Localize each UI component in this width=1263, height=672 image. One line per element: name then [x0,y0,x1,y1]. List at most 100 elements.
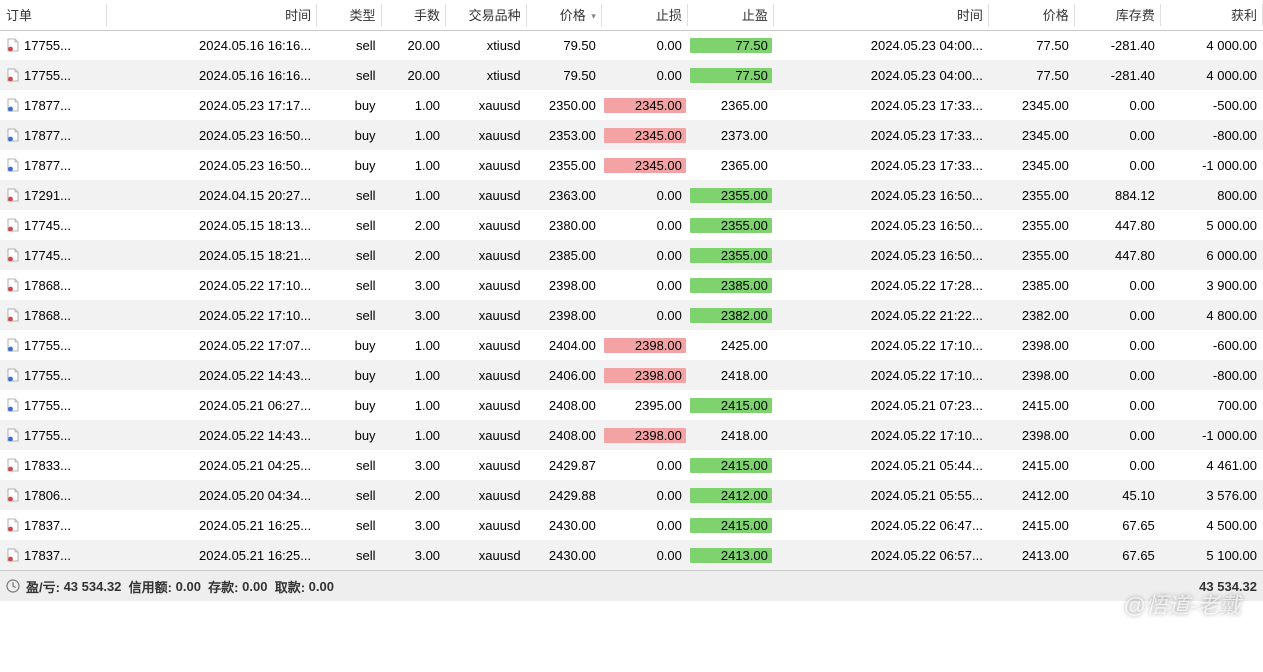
cell-price: 2350.00 [527,90,602,120]
cell-symbol: xauusd [446,420,527,450]
col-order[interactable]: 订单 [0,0,107,30]
table-row[interactable]: 17291...2024.04.15 20:27...sell1.00xauus… [0,180,1263,210]
table-row[interactable]: 17755...2024.05.22 17:07...buy1.00xauusd… [0,330,1263,360]
cell-close-price: 2355.00 [989,210,1075,240]
col-sl[interactable]: 止损 [602,0,688,30]
table-row[interactable]: 17868...2024.05.22 17:10...sell3.00xauus… [0,270,1263,300]
cell-profit: 3 900.00 [1161,270,1263,300]
table-body: 17755...2024.05.16 16:16...sell20.00xtiu… [0,30,1263,570]
cell-price: 2385.00 [527,240,602,270]
table-row[interactable]: 17837...2024.05.21 16:25...sell3.00xauus… [0,510,1263,540]
cell-close-time: 2024.05.23 17:33... [774,90,989,120]
cell-close-time: 2024.05.23 16:50... [774,210,989,240]
deposit-label: 存款: [208,577,238,596]
table-row[interactable]: 17877...2024.05.23 16:50...buy1.00xauusd… [0,120,1263,150]
sort-asc-icon: ▾ [591,11,596,21]
col-type[interactable]: 类型 [317,0,381,30]
col-close_price[interactable]: 价格 [989,0,1075,30]
table-row[interactable]: 17755...2024.05.21 06:27...buy1.00xauusd… [0,390,1263,420]
cell-price: 2380.00 [527,210,602,240]
col-symbol[interactable]: 交易品种 [446,0,527,30]
cell-swap: 0.00 [1075,120,1161,150]
table-row[interactable]: 17868...2024.05.22 17:10...sell3.00xauus… [0,300,1263,330]
cell-symbol: xauusd [446,360,527,390]
cell-sl: 0.00 [602,240,688,270]
cell-profit: 700.00 [1161,390,1263,420]
cell-symbol: xtiusd [446,60,527,90]
cell-sl: 2398.00 [602,420,688,450]
cell-lots: 3.00 [382,300,446,330]
cell-sl: 2395.00 [602,390,688,420]
cell-close-time: 2024.05.22 17:10... [774,420,989,450]
cell-close-price: 2415.00 [989,390,1075,420]
cell-lots: 3.00 [382,450,446,480]
cell-profit: -600.00 [1161,330,1263,360]
order-id: 17745... [24,248,71,263]
cell-open-time: 2024.05.21 16:25... [107,540,317,570]
cell-symbol: xtiusd [446,30,527,60]
order-id: 17755... [24,38,71,53]
cell-order: 17837... [0,510,107,540]
withdraw-value: 0.00 [309,579,334,594]
col-open_time[interactable]: 时间 [107,0,317,30]
cell-tp: 77.50 [688,30,774,60]
table-row[interactable]: 17837...2024.05.21 16:25...sell3.00xauus… [0,540,1263,570]
cell-symbol: xauusd [446,510,527,540]
table-row[interactable]: 17833...2024.05.21 04:25...sell3.00xauus… [0,450,1263,480]
table-row[interactable]: 17806...2024.05.20 04:34...sell2.00xauus… [0,480,1263,510]
cell-tp: 77.50 [688,60,774,90]
cell-swap: 884.12 [1075,180,1161,210]
cell-symbol: xauusd [446,480,527,510]
cell-swap: 0.00 [1075,90,1161,120]
table-row[interactable]: 17877...2024.05.23 17:17...buy1.00xauusd… [0,90,1263,120]
table-header-row: 订单时间类型手数交易品种价格 ▾止损止盈时间价格库存费获利 [0,0,1263,30]
cell-lots: 1.00 [382,120,446,150]
trade-history-window: 订单时间类型手数交易品种价格 ▾止损止盈时间价格库存费获利 17755...20… [0,0,1263,672]
cell-profit: -800.00 [1161,120,1263,150]
cell-type: sell [317,540,381,570]
table-row[interactable]: 17755...2024.05.16 16:16...sell20.00xtiu… [0,30,1263,60]
cell-symbol: xauusd [446,450,527,480]
col-close_time[interactable]: 时间 [774,0,989,30]
cell-close-price: 2415.00 [989,510,1075,540]
order-id: 17837... [24,548,71,563]
cell-order: 17868... [0,270,107,300]
table-row[interactable]: 17755...2024.05.16 16:16...sell20.00xtiu… [0,60,1263,90]
cell-close-time: 2024.05.22 17:10... [774,360,989,390]
cell-type: sell [317,510,381,540]
cell-close-time: 2024.05.22 17:28... [774,270,989,300]
col-price[interactable]: 价格 ▾ [527,0,602,30]
cell-open-time: 2024.05.23 16:50... [107,150,317,180]
table-row[interactable]: 17877...2024.05.23 16:50...buy1.00xauusd… [0,150,1263,180]
footer-total: 43 534.32 [1199,579,1257,594]
cell-type: sell [317,60,381,90]
cell-open-time: 2024.05.20 04:34... [107,480,317,510]
credit-value: 0.00 [176,579,201,594]
cell-price: 2398.00 [527,300,602,330]
cell-order: 17755... [0,330,107,360]
col-swap[interactable]: 库存费 [1075,0,1161,30]
col-lots[interactable]: 手数 [382,0,446,30]
cell-tp: 2373.00 [688,120,774,150]
cell-price: 2355.00 [527,150,602,180]
cell-order: 17833... [0,450,107,480]
cell-sl: 0.00 [602,510,688,540]
cell-sl: 0.00 [602,60,688,90]
cell-symbol: xauusd [446,300,527,330]
deposit-value: 0.00 [242,579,267,594]
cell-lots: 3.00 [382,540,446,570]
cell-tp: 2425.00 [688,330,774,360]
cell-type: buy [317,150,381,180]
table-row[interactable]: 17755...2024.05.22 14:43...buy1.00xauusd… [0,420,1263,450]
cell-symbol: xauusd [446,180,527,210]
order-id: 17877... [24,128,71,143]
table-row[interactable]: 17745...2024.05.15 18:13...sell2.00xauus… [0,210,1263,240]
table-row[interactable]: 17755...2024.05.22 14:43...buy1.00xauusd… [0,360,1263,390]
cell-order: 17877... [0,150,107,180]
cell-tp: 2355.00 [688,210,774,240]
cell-sl: 2345.00 [602,120,688,150]
col-profit[interactable]: 获利 [1161,0,1263,30]
cell-close-price: 2355.00 [989,240,1075,270]
table-row[interactable]: 17745...2024.05.15 18:21...sell2.00xauus… [0,240,1263,270]
col-tp[interactable]: 止盈 [688,0,774,30]
